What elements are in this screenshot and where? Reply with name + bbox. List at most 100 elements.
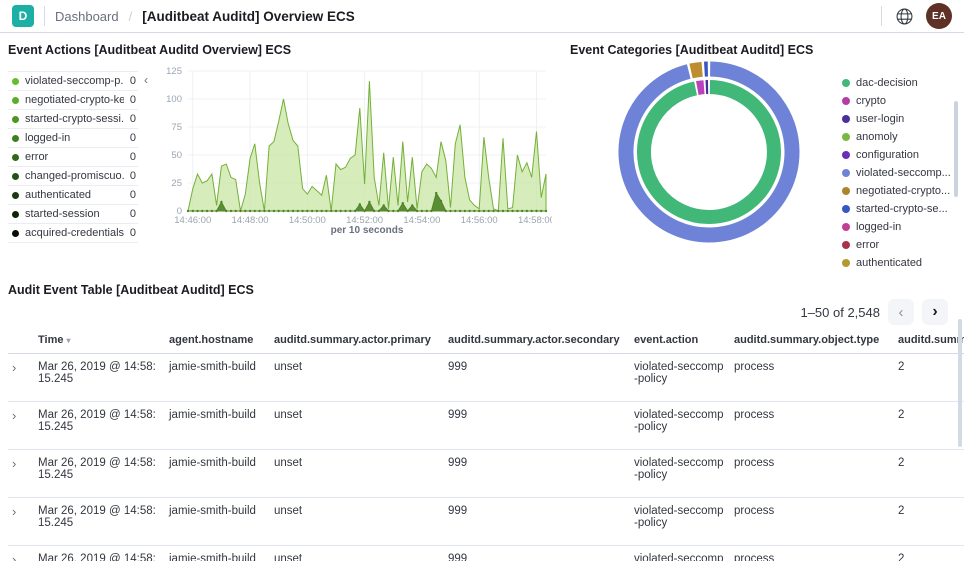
legend-color-dot: [842, 133, 850, 141]
user-avatar[interactable]: EA: [926, 3, 952, 29]
legend-label: negotiated-crypto...: [856, 185, 951, 197]
donut-segment-crypto[interactable]: [696, 80, 705, 95]
svg-text:0: 0: [177, 206, 182, 217]
cell-hostname: jamie-smith-build: [165, 353, 270, 402]
breadcrumb-dashboard[interactable]: Dashboard: [55, 8, 119, 24]
sort-caret-icon: ▾: [66, 336, 71, 345]
legend-item-negotiated-crypto-key[interactable]: negotiated-crypto-key 0: [8, 91, 138, 110]
globe-icon[interactable]: [892, 4, 916, 28]
cell-primary: unset: [270, 449, 444, 498]
legend-collapse-icon[interactable]: ‹: [144, 73, 148, 87]
row-expand-icon[interactable]: ›: [12, 456, 17, 471]
legend-label: started-session: [25, 208, 100, 220]
svg-text:14:56:00: 14:56:00: [461, 215, 498, 226]
pagination-next-button[interactable]: ›: [922, 299, 948, 325]
legend-item-acquired-credentials[interactable]: acquired-credentials 0: [8, 224, 138, 243]
legend-value: 0: [129, 170, 136, 182]
legend-item-violated-seccomp[interactable]: violated-seccomp...: [842, 167, 954, 179]
cell-time: Mar 26, 2019 @ 14:58:15.245: [34, 449, 165, 498]
legend-label: violated-seccomp...: [856, 167, 951, 179]
row-expand-icon[interactable]: ›: [12, 504, 17, 519]
cell-hostname: jamie-smith-build: [165, 545, 270, 561]
legend-value: 0: [129, 208, 136, 220]
legend-item-started-session[interactable]: started-session 0: [8, 205, 138, 224]
cell-secondary: 999: [444, 401, 630, 450]
audit-event-table: Time ▾ agent.hostname auditd.summary.actor.…: [8, 329, 964, 561]
legend-item-violated-seccomp-p[interactable]: violated-seccomp-p... 0: [8, 71, 138, 91]
row-expand-icon[interactable]: ›: [12, 360, 17, 375]
legend-scrollbar[interactable]: [954, 101, 958, 197]
cell-time: Mar 26, 2019 @ 14:58:15.245: [34, 353, 165, 402]
legend-item-crypto[interactable]: crypto: [842, 95, 954, 107]
column-header-object_type[interactable]: auditd.summary.object.type: [730, 329, 894, 354]
legend-value: 0: [129, 94, 136, 106]
legend-item-authenticated[interactable]: authenticated: [842, 257, 954, 269]
donut-segment-violated-seccomp-policy[interactable]: [618, 61, 800, 243]
legend-item-error[interactable]: error: [842, 239, 954, 251]
svg-text:50: 50: [171, 150, 182, 161]
legend-item-error[interactable]: error 0: [8, 148, 138, 167]
legend-label: changed-promiscuo...: [25, 170, 124, 182]
legend-item-user-login[interactable]: user-login: [842, 113, 954, 125]
legend-color-dot: [842, 169, 850, 177]
legend-label: crypto: [856, 95, 886, 107]
event-actions-area-chart[interactable]: 0 25 50 75 100 125 14:46:00 14:48:00 14:50:00 14:…: [154, 63, 555, 241]
legend-item-started-crypto-se[interactable]: started-crypto-se...: [842, 203, 954, 215]
legend-label: dac-decision: [856, 77, 918, 89]
cell-action: violated-seccomp-policy: [630, 497, 730, 546]
event-categories-donut-chart[interactable]: [618, 61, 800, 243]
legend-color-dot: [842, 223, 850, 231]
table-scrollbar[interactable]: [958, 319, 962, 447]
donut-segment-negotiated-crypto-key[interactable]: [689, 61, 703, 79]
app-logo[interactable]: D: [12, 5, 34, 27]
legend-item-changed-promiscuo[interactable]: changed-promiscuo... 0: [8, 167, 138, 186]
column-header-primary[interactable]: auditd.summary.actor.primary: [270, 329, 444, 354]
cell-action: violated-seccomp-policy: [630, 401, 730, 450]
table-row: › Mar 26, 2019 @ 14:58:15.245jamie-smith-…: [8, 545, 964, 561]
donut-segment-dac-decision[interactable]: [637, 80, 781, 224]
column-header-secondary[interactable]: auditd.summary.actor.secondary: [444, 329, 630, 354]
legend-color-dot: [842, 241, 850, 249]
legend-color-dot: [842, 79, 850, 87]
legend-color-dot: [12, 153, 19, 161]
legend-color-dot: [12, 210, 19, 218]
column-header-summary[interactable]: auditd.summary: [894, 329, 964, 354]
cell-summary: 2: [894, 545, 964, 561]
legend-item-configuration[interactable]: configuration: [842, 149, 954, 161]
legend-item-logged-in[interactable]: logged-in 0: [8, 129, 138, 148]
pagination-range-label: 1–50 of 2,548: [800, 304, 880, 320]
svg-text:14:54:00: 14:54:00: [403, 215, 440, 226]
legend-label: logged-in: [856, 221, 902, 233]
legend-item-logged-in[interactable]: logged-in: [842, 221, 954, 233]
legend-item-started-crypto-sessi[interactable]: started-crypto-sessi... 0: [8, 110, 138, 129]
legend-item-negotiated-crypto[interactable]: negotiated-crypto...: [842, 185, 954, 197]
legend-label: authenticated: [856, 257, 923, 269]
legend-item-anomoly[interactable]: anomoly: [842, 131, 954, 143]
legend-color-dot: [842, 115, 850, 123]
cell-object_type: process: [730, 449, 894, 498]
row-expand-icon[interactable]: ›: [12, 552, 17, 561]
legend-label: started-crypto-se...: [856, 203, 948, 215]
column-header-time[interactable]: Time ▾: [34, 329, 165, 354]
legend-label: started-crypto-sessi...: [25, 113, 124, 125]
svg-text:14:52:00: 14:52:00: [346, 215, 383, 226]
cell-primary: unset: [270, 353, 444, 402]
page-title: [Auditbeat Auditd] Overview ECS: [142, 8, 355, 24]
legend-label: error: [856, 239, 880, 251]
legend-color-dot: [12, 115, 19, 123]
legend-value: 0: [129, 75, 136, 87]
cell-hostname: jamie-smith-build: [165, 497, 270, 546]
column-header-hostname[interactable]: agent.hostname: [165, 329, 270, 354]
row-expand-icon[interactable]: ›: [12, 408, 17, 423]
cell-secondary: 999: [444, 449, 630, 498]
svg-text:100: 100: [166, 94, 182, 105]
legend-color-dot: [12, 172, 19, 180]
legend-item-dac-decision[interactable]: dac-decision: [842, 77, 954, 89]
cell-secondary: 999: [444, 545, 630, 561]
legend-item-authenticated[interactable]: authenticated 0: [8, 186, 138, 205]
legend-label: negotiated-crypto-key: [25, 94, 124, 106]
column-header-action[interactable]: event.action: [630, 329, 730, 354]
pagination-prev-button[interactable]: ‹: [888, 299, 914, 325]
